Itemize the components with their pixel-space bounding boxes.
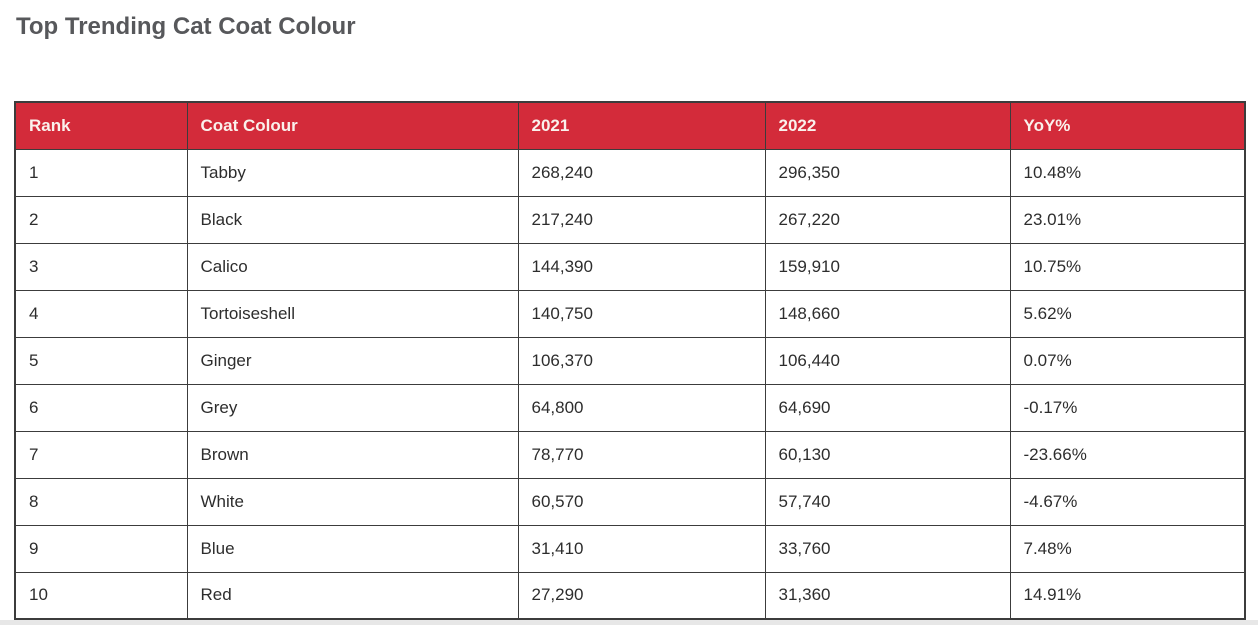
cell-yoy: 5.62% xyxy=(1009,289,1246,338)
table-header-row: Rank Coat Colour 2021 2022 YoY% xyxy=(14,101,1246,150)
cell-rank: 3 xyxy=(14,242,188,291)
table-row: 6 Grey 64,800 64,690 -0.17% xyxy=(14,383,1246,432)
cell-rank: 4 xyxy=(14,289,188,338)
column-header-coat-colour: Coat Colour xyxy=(186,101,519,150)
table-row: 1 Tabby 268,240 296,350 10.48% xyxy=(14,148,1246,197)
cell-2021: 144,390 xyxy=(517,242,766,291)
cell-rank: 9 xyxy=(14,524,188,573)
cell-coat-colour: Red xyxy=(186,571,519,620)
cell-rank: 10 xyxy=(14,571,188,620)
column-header-yoy: YoY% xyxy=(1009,101,1246,150)
cell-2022: 33,760 xyxy=(764,524,1011,573)
cell-rank: 1 xyxy=(14,148,188,197)
cell-2021: 106,370 xyxy=(517,336,766,385)
cell-rank: 2 xyxy=(14,195,188,244)
cell-yoy: 10.48% xyxy=(1009,148,1246,197)
cell-2022: 106,440 xyxy=(764,336,1011,385)
cell-coat-colour: Tabby xyxy=(186,148,519,197)
cell-coat-colour: Brown xyxy=(186,430,519,479)
table-row: 5 Ginger 106,370 106,440 0.07% xyxy=(14,336,1246,385)
cell-2021: 78,770 xyxy=(517,430,766,479)
cell-yoy: -0.17% xyxy=(1009,383,1246,432)
table-row: 4 Tortoiseshell 140,750 148,660 5.62% xyxy=(14,289,1246,338)
cell-2022: 296,350 xyxy=(764,148,1011,197)
cell-2022: 64,690 xyxy=(764,383,1011,432)
cell-2021: 31,410 xyxy=(517,524,766,573)
cell-coat-colour: White xyxy=(186,477,519,526)
bottom-strip xyxy=(0,620,1258,625)
cell-2022: 31,360 xyxy=(764,571,1011,620)
table-row: 9 Blue 31,410 33,760 7.48% xyxy=(14,524,1246,573)
cell-rank: 6 xyxy=(14,383,188,432)
cell-yoy: 14.91% xyxy=(1009,571,1246,620)
cell-rank: 7 xyxy=(14,430,188,479)
cell-yoy: 7.48% xyxy=(1009,524,1246,573)
cell-coat-colour: Calico xyxy=(186,242,519,291)
cell-2022: 60,130 xyxy=(764,430,1011,479)
cat-coat-colour-table: Rank Coat Colour 2021 2022 YoY% 1 Tabby … xyxy=(14,101,1246,620)
table-row: 7 Brown 78,770 60,130 -23.66% xyxy=(14,430,1246,479)
cell-2021: 140,750 xyxy=(517,289,766,338)
table-row: 8 White 60,570 57,740 -4.67% xyxy=(14,477,1246,526)
cell-2022: 148,660 xyxy=(764,289,1011,338)
column-header-2022: 2022 xyxy=(764,101,1011,150)
table-row: 3 Calico 144,390 159,910 10.75% xyxy=(14,242,1246,291)
cell-yoy: -23.66% xyxy=(1009,430,1246,479)
cell-2021: 60,570 xyxy=(517,477,766,526)
cell-2022: 57,740 xyxy=(764,477,1011,526)
cell-yoy: 23.01% xyxy=(1009,195,1246,244)
cell-2021: 217,240 xyxy=(517,195,766,244)
cell-2021: 27,290 xyxy=(517,571,766,620)
cell-2021: 64,800 xyxy=(517,383,766,432)
table-row: 10 Red 27,290 31,360 14.91% xyxy=(14,571,1246,620)
cell-2022: 267,220 xyxy=(764,195,1011,244)
cell-rank: 5 xyxy=(14,336,188,385)
cell-yoy: 0.07% xyxy=(1009,336,1246,385)
cell-yoy: -4.67% xyxy=(1009,477,1246,526)
cell-coat-colour: Tortoiseshell xyxy=(186,289,519,338)
column-header-2021: 2021 xyxy=(517,101,766,150)
cell-yoy: 10.75% xyxy=(1009,242,1246,291)
column-header-rank: Rank xyxy=(14,101,188,150)
page-title: Top Trending Cat Coat Colour xyxy=(16,13,356,40)
table-row: 2 Black 217,240 267,220 23.01% xyxy=(14,195,1246,244)
cell-coat-colour: Black xyxy=(186,195,519,244)
cell-2022: 159,910 xyxy=(764,242,1011,291)
cell-rank: 8 xyxy=(14,477,188,526)
cell-coat-colour: Grey xyxy=(186,383,519,432)
cell-coat-colour: Blue xyxy=(186,524,519,573)
cell-2021: 268,240 xyxy=(517,148,766,197)
cell-coat-colour: Ginger xyxy=(186,336,519,385)
